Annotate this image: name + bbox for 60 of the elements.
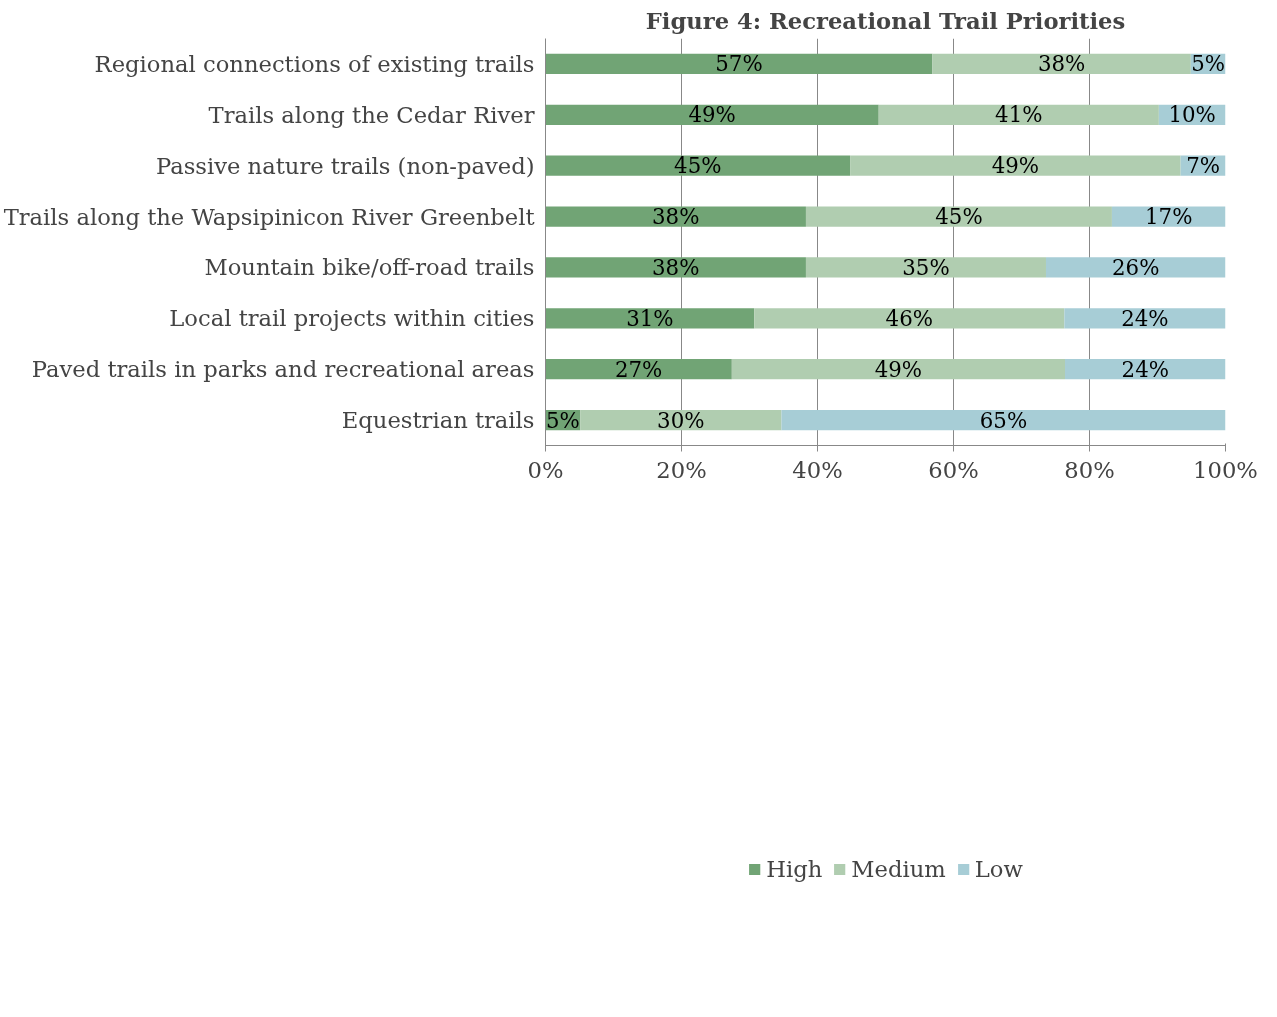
legend-label: High: [766, 855, 823, 882]
data-label: 45%: [935, 204, 983, 230]
data-label: 31%: [626, 305, 674, 331]
legend-label: Low: [974, 855, 1023, 882]
bar: [545, 206, 806, 227]
data-label: 10%: [1168, 102, 1216, 128]
data-label: 5%: [1191, 51, 1226, 77]
data-label: 5%: [545, 407, 580, 433]
data-label: 24%: [1121, 356, 1169, 382]
data-label: 26%: [1112, 254, 1160, 280]
data-label: 30%: [657, 407, 705, 433]
data-label: 38%: [652, 204, 700, 230]
bar: [580, 409, 782, 431]
data-label: 38%: [652, 254, 700, 280]
x-tick-label: 80%: [1064, 456, 1115, 483]
bar: [545, 155, 851, 176]
y-tick-label: Trails along the Wapsipinicon River Greenbelt: [3, 203, 535, 230]
y-tick-label: Regional connections of existing trails: [94, 50, 535, 77]
bar: [805, 206, 1112, 227]
x-tick-label: 40%: [792, 456, 843, 483]
bar: [850, 155, 1181, 176]
bar: [754, 308, 1065, 329]
y-tick-label: Passive nature trails (non-paved): [155, 152, 535, 179]
bar: [545, 359, 732, 380]
bar: [545, 257, 806, 278]
bar: [805, 257, 1046, 278]
data-label: 41%: [995, 102, 1043, 128]
bar: [1111, 206, 1226, 227]
data-label: 49%: [688, 102, 736, 128]
data-label: 17%: [1145, 204, 1193, 230]
data-label: 35%: [902, 254, 950, 280]
bar: [545, 104, 879, 125]
x-tick-label: 60%: [928, 456, 979, 483]
bar: [878, 104, 1159, 125]
x-tick-label: 20%: [656, 456, 707, 483]
y-tick-label: Paved trails in parks and recreational areas: [31, 356, 535, 383]
bar: [1045, 257, 1226, 278]
data-label: 57%: [715, 51, 763, 77]
data-label: 46%: [885, 305, 933, 331]
y-tick-label: Mountain bike/off-road trails: [204, 254, 535, 281]
data-label: 49%: [991, 153, 1040, 179]
y-tick-label: Equestrian trails: [341, 407, 535, 434]
x-tick-label: 100%: [1193, 456, 1258, 483]
y-tick-label: Local trail projects within cities: [169, 305, 535, 332]
data-label: 7%: [1186, 153, 1220, 179]
bar: [781, 409, 1226, 431]
bar: [545, 308, 755, 329]
data-label: 65%: [979, 407, 1028, 433]
data-label: 27%: [614, 356, 663, 382]
data-label: 24%: [1121, 305, 1169, 331]
bar: [545, 53, 933, 75]
data-label: 45%: [674, 153, 722, 179]
legend-label: Medium: [851, 855, 946, 882]
bar: [731, 359, 1066, 380]
y-tick-label: Trails along the Cedar River: [208, 101, 535, 128]
data-label: 49%: [874, 356, 923, 382]
chart-title: Figure 4: Recreational Trail Priorities: [645, 7, 1126, 34]
bar: [932, 53, 1191, 75]
data-label: 38%: [1037, 51, 1086, 77]
x-tick-label: 0%: [527, 456, 564, 483]
